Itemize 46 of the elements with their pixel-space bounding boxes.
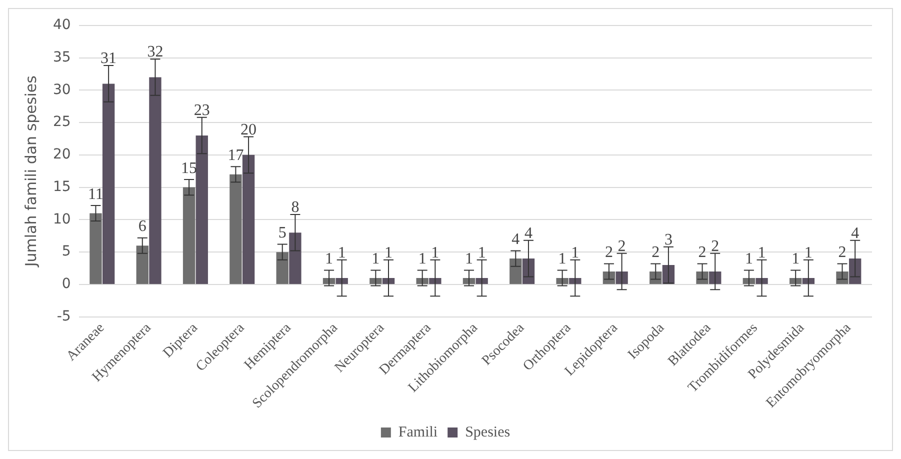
data-label: 1 [325, 250, 334, 268]
legend-label: Famili [398, 424, 438, 440]
data-label: 31 [100, 50, 117, 68]
data-label: 1 [431, 244, 440, 262]
data-label: 1 [758, 244, 766, 262]
data-label: 1 [338, 244, 346, 262]
data-label: 1 [792, 250, 800, 268]
y-axis-title: Jumlah famili dan spesies [22, 75, 40, 268]
y-tick-label: 10 [52, 211, 71, 228]
data-label: 1 [571, 244, 580, 262]
y-tick-label: 0 [62, 276, 71, 292]
data-label: 2 [618, 238, 626, 255]
data-label: 2 [711, 238, 720, 255]
data-label: 4 [851, 224, 860, 242]
y-tick-label: 40 [52, 17, 71, 34]
data-label: 1 [464, 250, 473, 268]
data-label: 1 [478, 244, 486, 262]
data-label: 2 [652, 244, 660, 262]
data-label: 6 [138, 218, 146, 236]
data-label: 32 [147, 44, 164, 61]
data-label: 2 [698, 244, 706, 262]
y-tick-label: 25 [52, 114, 71, 130]
y-tick-label: 15 [52, 178, 71, 195]
data-label: 2 [604, 244, 613, 262]
y-tick-label: 35 [52, 49, 71, 66]
data-label: 1 [558, 250, 566, 268]
data-label: 8 [291, 198, 300, 216]
y-tick-label: -5 [56, 308, 71, 324]
data-label: 20 [240, 121, 257, 138]
data-label: 23 [194, 102, 210, 119]
data-label: 4 [512, 231, 520, 248]
data-label: 1 [804, 244, 812, 262]
data-label: 3 [664, 231, 672, 248]
y-tick-label: 30 [52, 82, 71, 98]
data-label: 11 [88, 186, 104, 203]
data-label: 2 [838, 244, 846, 262]
data-label: 1 [372, 250, 380, 268]
data-label: 17 [228, 146, 244, 164]
y-tick-label: 20 [52, 146, 71, 163]
data-label: 5 [278, 224, 286, 242]
data-label: 1 [418, 250, 426, 268]
data-label: 4 [524, 224, 532, 242]
data-label: 1 [744, 250, 753, 268]
legend-label: Spesies [465, 424, 510, 440]
y-tick-label: 5 [62, 244, 71, 260]
data-label: 1 [384, 244, 393, 262]
